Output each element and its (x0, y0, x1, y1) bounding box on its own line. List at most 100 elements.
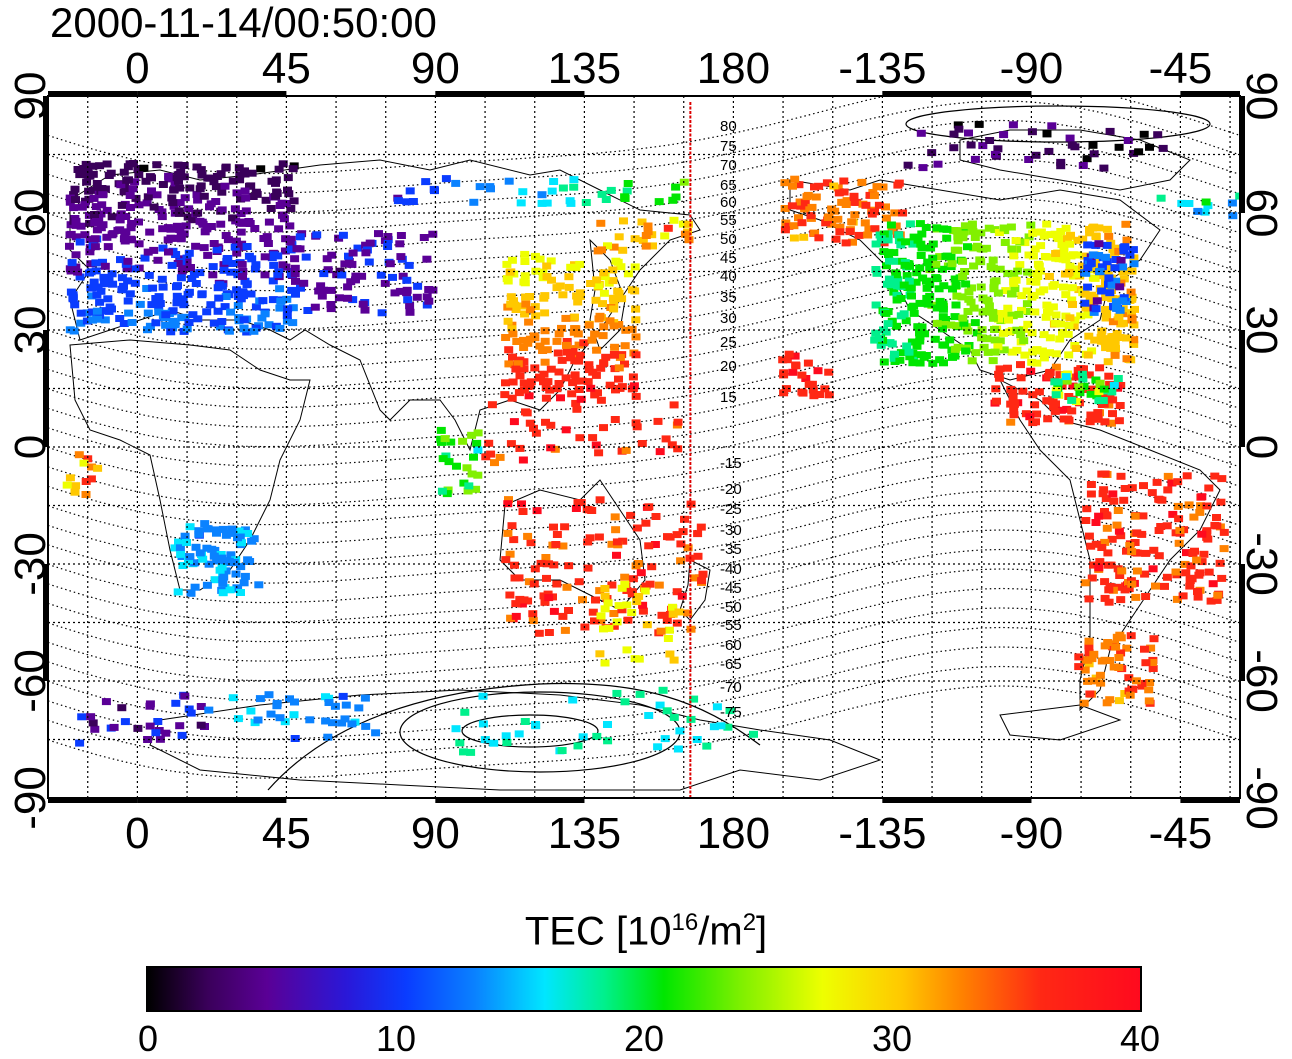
tec-cell (1086, 490, 1096, 498)
tec-cell (226, 551, 236, 559)
tec-cell (89, 278, 99, 286)
tec-cell (1093, 409, 1103, 417)
tec-cell (600, 592, 610, 600)
tec-cell (1139, 130, 1149, 138)
tec-cell (1108, 586, 1118, 594)
tec-cell (209, 178, 219, 186)
tec-cell (576, 499, 586, 506)
tec-cell (278, 160, 288, 168)
tec-cell (446, 438, 456, 446)
tec-cell (901, 238, 910, 246)
tec-cell (236, 195, 246, 203)
tec-cell (626, 511, 636, 519)
tec-cell (1140, 645, 1149, 653)
colorbar-tick-label: 40 (1119, 1018, 1161, 1059)
tec-cell (84, 187, 94, 195)
tec-cell (676, 540, 686, 548)
tec-cell (1119, 319, 1129, 327)
frame-bar (435, 91, 585, 96)
tec-cell (396, 253, 406, 261)
tec-cell (244, 252, 254, 260)
tec-cell (1193, 207, 1203, 215)
tec-cell (614, 602, 624, 610)
tec-cell (1196, 502, 1206, 510)
tec-cell (191, 242, 201, 250)
tec-cell (807, 380, 817, 388)
tec-cell (990, 226, 1000, 234)
contour-line (47, 412, 1241, 506)
lat-tick-left: -60 (6, 649, 55, 713)
tec-cell (605, 381, 615, 389)
tec-cell (175, 199, 185, 207)
tec-cell (327, 251, 337, 259)
tec-cell (1109, 381, 1119, 389)
tec-cell (1067, 396, 1077, 404)
tec-cell (1122, 236, 1132, 244)
tec-cell (536, 559, 546, 567)
tec-cell (524, 318, 534, 326)
tec-cell (273, 271, 283, 279)
tec-cell (797, 388, 807, 396)
tec-cell (125, 290, 135, 298)
tec-cell (1103, 358, 1113, 366)
tec-cell (839, 177, 849, 185)
tec-cell (348, 296, 358, 304)
tec-cell (1116, 256, 1126, 264)
tec-cell (393, 197, 403, 205)
tec-cell (967, 284, 976, 292)
tec-cell (246, 707, 256, 715)
tec-cell (781, 385, 791, 393)
tec-cell (974, 120, 984, 128)
lat-tick-left: -30 (6, 532, 55, 596)
tec-cell (1059, 243, 1069, 251)
tec-cell (199, 244, 209, 252)
tec-cell (167, 261, 177, 269)
tec-cell (452, 462, 461, 470)
tec-cell (1017, 306, 1026, 314)
tec-cell (585, 534, 595, 542)
tec-cell (525, 306, 535, 314)
tec-cell (1119, 275, 1129, 283)
tec-cell (241, 207, 251, 215)
tec-cell (1000, 239, 1010, 246)
tec-cell (467, 431, 477, 439)
tec-cell (595, 496, 605, 504)
tec-cell (348, 249, 358, 257)
tec-cell (507, 522, 517, 530)
tec-cell (123, 257, 133, 265)
contour-label: -20 (720, 481, 742, 498)
tec-cell (256, 165, 266, 173)
tec-cell (864, 225, 874, 233)
tec-cell (1083, 264, 1093, 272)
tec-cell (1111, 298, 1121, 306)
tec-cell (219, 266, 229, 274)
tec-cell (134, 240, 144, 248)
tec-cell (286, 246, 296, 254)
tec-cell (623, 180, 633, 187)
tec-cell (938, 341, 948, 349)
lat-tick-right: -30 (1237, 532, 1286, 596)
tec-cell (552, 580, 562, 588)
tec-cell (641, 242, 651, 250)
tec-cell (985, 137, 995, 144)
tec-cell (510, 561, 519, 569)
tec-cell (881, 309, 891, 317)
tec-cell (337, 719, 347, 727)
tec-cell (343, 294, 352, 302)
tec-cell (1100, 418, 1110, 426)
tec-cell (891, 269, 901, 277)
tec-cell (869, 192, 879, 200)
tec-cell (1081, 304, 1091, 312)
tec-cell (209, 240, 219, 247)
tec-cell (96, 210, 106, 218)
colorbar-tick-label: 30 (871, 1018, 913, 1059)
tec-cell (122, 265, 132, 273)
tec-cell (71, 217, 81, 225)
tec-cell (628, 575, 638, 583)
tec-cell (87, 292, 97, 300)
tec-cell (1132, 567, 1142, 575)
tec-cell (422, 293, 432, 301)
tec-cell (1116, 532, 1126, 540)
tec-cell (683, 609, 693, 617)
tec-cell (1074, 653, 1084, 661)
